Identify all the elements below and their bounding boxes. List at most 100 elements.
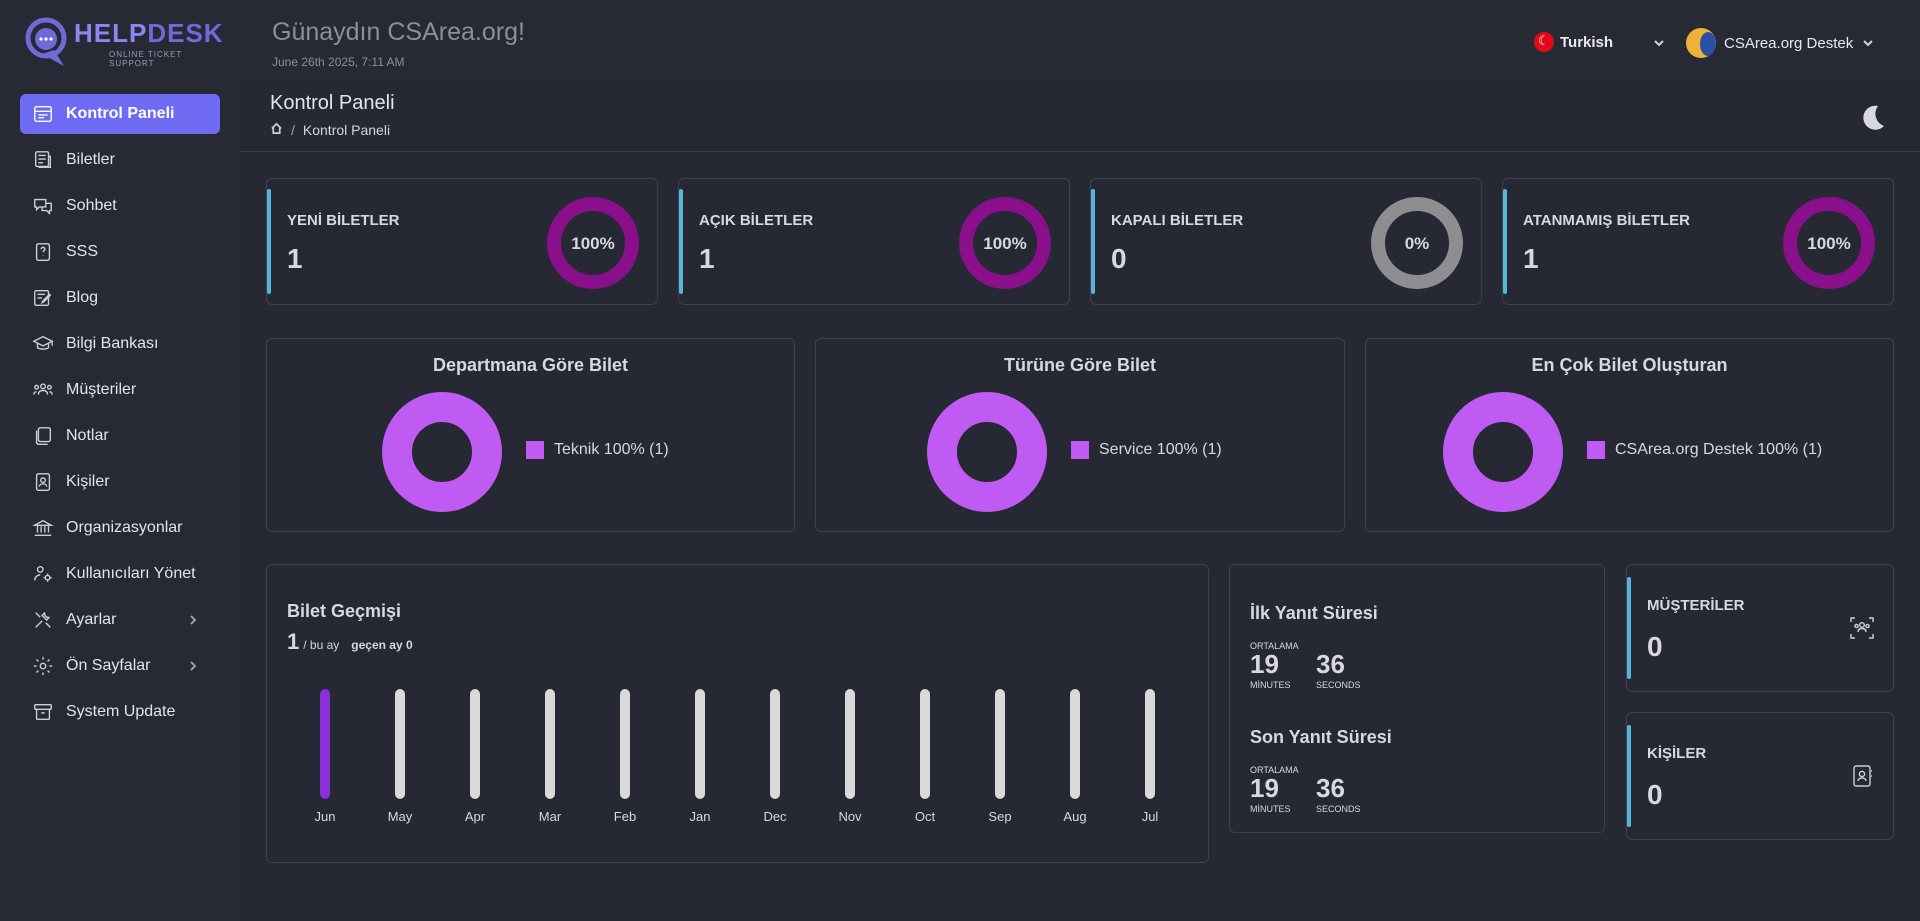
bar-nov [845, 689, 855, 799]
sidebar: HELPDESK ONLINE TICKET SUPPORT Kontrol P… [0, 0, 240, 921]
svg-text:0%: 0% [1405, 234, 1430, 253]
sidebar-item-label: Kontrol Paneli [66, 105, 175, 122]
sidebar-item-label: Bilgi Bankası [66, 335, 159, 352]
page-header: Kontrol Paneli / Kontrol Paneli [240, 82, 1920, 152]
stat-value: 0 [1111, 243, 1127, 274]
month-label-jun: Jun [315, 809, 336, 824]
dark-mode-toggle-icon[interactable] [1856, 100, 1890, 134]
history-bar-chart: Jun May Apr Mar Feb Jan Dec Nov Oct Sep Aug Jul [315, 689, 1158, 824]
response-time-card: İlk Yanıt Süresi ORTALAMA 19 36 MİNUTES … [1229, 564, 1605, 833]
first-minutes-value: 19 [1250, 649, 1279, 679]
sidebar-item-label: Blog [66, 289, 99, 306]
chart-card-by-type: Türüne Göre Bilet Service 100% (1) [815, 338, 1345, 532]
stat-value: 0 [1647, 631, 1663, 662]
sidebar-item-label: Müşteriler [66, 381, 137, 398]
legend-swatch [1071, 441, 1089, 459]
bar-may [395, 689, 405, 799]
language-label: Turkish [1560, 33, 1614, 51]
sidebar-item-kontrol-paneli[interactable]: Kontrol Paneli [20, 94, 220, 134]
breadcrumb: / Kontrol Paneli [270, 122, 390, 138]
stat-label: YENİ BİLETLER [287, 212, 400, 229]
svg-text:100%: 100% [571, 234, 614, 253]
avg-label: ORTALAMA [1250, 765, 1299, 775]
legend-label: Service 100% (1) [1099, 441, 1222, 458]
legend-swatch [1587, 441, 1605, 459]
sidebar-item-kisiler[interactable]: Kişiler [20, 462, 220, 502]
brand-name: HELPDESK [74, 18, 224, 48]
month-label-feb: Feb [614, 809, 636, 824]
seconds-label: SECONDS [1316, 804, 1361, 814]
helpdesk-logo-icon [25, 17, 67, 66]
svg-text:100%: 100% [983, 234, 1026, 253]
chart-card-by-department: Departmana Göre Bilet Teknik 100% (1) [266, 338, 795, 532]
month-label-nov: Nov [838, 809, 862, 824]
sidebar-item-sss[interactable]: SSS [20, 232, 220, 272]
sidebar-item-organizasyonlar[interactable]: Organizasyonlar [20, 508, 220, 548]
progress-ring: 100% [1783, 197, 1875, 289]
stat-card-closed-tickets: KAPALI BİLETLER 0 0% [1090, 178, 1482, 305]
sidebar-item-label: Ön Sayfalar [66, 657, 151, 674]
logo[interactable]: HELPDESK ONLINE TICKET SUPPORT [24, 16, 224, 72]
customers-scan-icon [1849, 615, 1875, 641]
month-label-dec: Dec [763, 809, 787, 824]
bar-dec [770, 689, 780, 799]
user-menu[interactable]: CSArea.org Destek [1686, 28, 1875, 58]
progress-ring: 100% [547, 197, 639, 289]
sidebar-nav: Kontrol Paneli Biletler Sohbet SSS Blog … [20, 94, 220, 738]
stat-card-customers: MÜŞTERİLER 0 [1626, 564, 1894, 692]
bar-sep [995, 689, 1005, 799]
sidebar-item-biletler[interactable]: Biletler [20, 140, 220, 180]
seconds-label: SECONDS [1316, 680, 1361, 690]
organization-icon [32, 517, 54, 539]
sidebar-item-label: System Update [66, 703, 176, 720]
month-label-sep: Sep [988, 809, 1011, 824]
first-response-title: İlk Yanıt Süresi [1250, 603, 1378, 623]
legend-label: CSArea.org Destek 100% (1) [1615, 441, 1823, 458]
chevron-right-icon [186, 613, 200, 627]
stat-value: 1 [1523, 243, 1539, 274]
sidebar-item-blog[interactable]: Blog [20, 278, 220, 318]
month-label-may: May [388, 809, 413, 824]
last-response-title: Son Yanıt Süresi [1250, 727, 1392, 747]
sidebar-item-bilgi-bankasi[interactable]: Bilgi Bankası [20, 324, 220, 364]
bar-feb [620, 689, 630, 799]
last-month-label: geçen ay 0 [351, 638, 413, 652]
sidebar-item-on-sayfalar[interactable]: Ön Sayfalar [20, 646, 220, 686]
chart-card-top-creators: En Çok Bilet Oluşturan CSArea.org Destek… [1365, 338, 1894, 532]
dashboard-icon [32, 103, 54, 125]
sidebar-item-sohbet[interactable]: Sohbet [20, 186, 220, 226]
sidebar-item-ayarlar[interactable]: Ayarlar [20, 600, 220, 640]
chart-title: Departmana Göre Bilet [432, 355, 629, 375]
notes-icon [32, 425, 54, 447]
avatar [1686, 28, 1716, 58]
customers-icon [32, 379, 54, 401]
sidebar-item-label: SSS [66, 243, 99, 260]
bar-apr [470, 689, 480, 799]
sidebar-item-system-update[interactable]: System Update [20, 692, 220, 732]
stat-label: MÜŞTERİLER [1647, 597, 1745, 614]
blog-icon [32, 287, 54, 309]
stat-value: 1 [287, 243, 303, 274]
month-label-jan: Jan [690, 809, 711, 824]
language-selector[interactable]: Turkish [1534, 32, 1613, 52]
stat-card-unassigned-tickets: ATANMAMIŞ BİLETLER 1 100% [1502, 178, 1894, 305]
bar-jun [320, 689, 330, 799]
sidebar-item-notlar[interactable]: Notlar [20, 416, 220, 456]
minutes-label: MİNUTES [1250, 804, 1291, 814]
last-seconds-value: 36 [1316, 773, 1345, 803]
turkey-flag-icon [1534, 32, 1554, 52]
progress-ring: 100% [959, 197, 1051, 289]
home-icon[interactable] [270, 122, 283, 138]
last-minutes-value: 19 [1250, 773, 1279, 803]
chevron-down-icon[interactable] [1652, 36, 1666, 50]
sidebar-item-kullanicilari-yonet[interactable]: Kullanıcıları Yönet [20, 554, 220, 594]
donut-chart [382, 392, 502, 512]
bar-oct [920, 689, 930, 799]
update-icon [32, 701, 54, 723]
ticket-history-card: Bilet Geçmişi 1 / bu ay geçen ay 0 Jun Ma… [266, 564, 1209, 863]
bar-jan [695, 689, 705, 799]
sidebar-item-musteriler[interactable]: Müşteriler [20, 370, 220, 410]
month-label-aug: Aug [1063, 809, 1086, 824]
settings-icon [32, 609, 54, 631]
stat-label: AÇIK BİLETLER [699, 212, 814, 229]
